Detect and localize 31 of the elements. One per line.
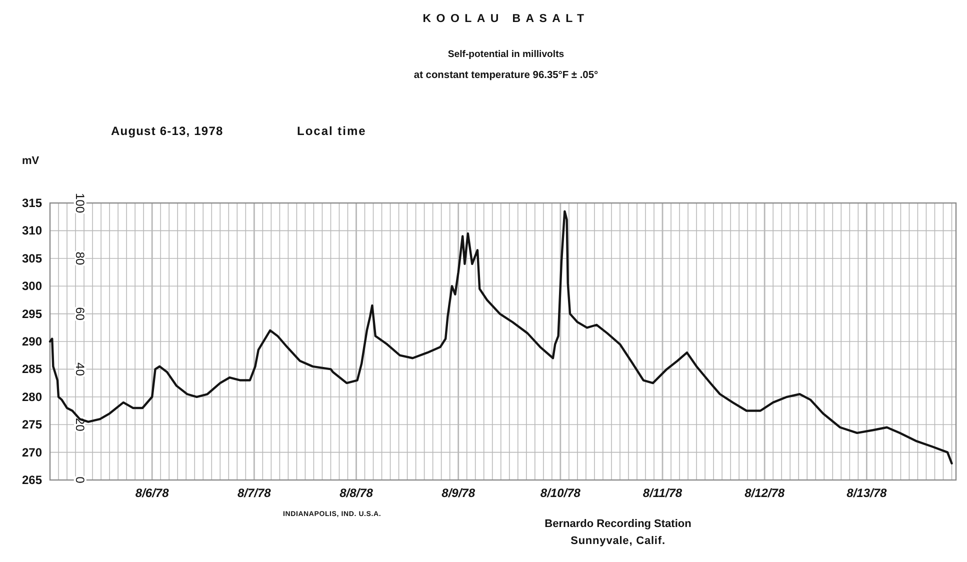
x-tick-label: 8/12/78 xyxy=(744,486,785,500)
y2-tick-label: 40 xyxy=(73,362,87,376)
y2-tick-label: 0 xyxy=(73,476,87,484)
chart-title: KOOLAU BASALT xyxy=(422,13,590,25)
y2-tick-label: 100 xyxy=(73,192,87,214)
x-tick-label: 8/13/78 xyxy=(846,486,888,500)
y-tick-label: 295 xyxy=(22,306,42,321)
text: Local time xyxy=(297,124,366,138)
y-tick-label: 285 xyxy=(22,362,42,376)
text: August 6-13, 1978 xyxy=(111,124,224,138)
x-tick-label: 8/11/78 xyxy=(642,486,682,500)
y-tick-label: 305 xyxy=(22,251,42,266)
x-tick-label: 8/6/78 xyxy=(135,486,170,500)
y-tick-label: 300 xyxy=(22,279,42,294)
y-tick-label: 275 xyxy=(22,418,42,432)
y2-tick-label: 80 xyxy=(73,252,87,266)
y-tick-label: 270 xyxy=(22,445,42,460)
text: Sunnyvale, Calif. xyxy=(570,535,666,547)
y-axis-title: mV xyxy=(22,155,40,167)
y-tick-label: 265 xyxy=(22,473,42,487)
x-tick-label: 8/10/78 xyxy=(540,486,581,500)
y-tick-label: 315 xyxy=(22,196,42,210)
y-tick-label: 280 xyxy=(22,390,42,404)
y2-tick-label: 60 xyxy=(73,307,87,321)
x-tick-label: 8/8/78 xyxy=(340,486,374,500)
y-tick-label: 310 xyxy=(22,224,42,238)
text: Bernardo Recording Station xyxy=(544,518,692,530)
x-tick-label: 8/7/78 xyxy=(237,486,272,500)
chart-subtitle: Self-potential in millivolts at constant temperature 96.35°F ± .05° xyxy=(414,49,598,81)
y-tick-label: 290 xyxy=(22,334,42,348)
x-tick-label: 8/9/78 xyxy=(442,486,476,500)
